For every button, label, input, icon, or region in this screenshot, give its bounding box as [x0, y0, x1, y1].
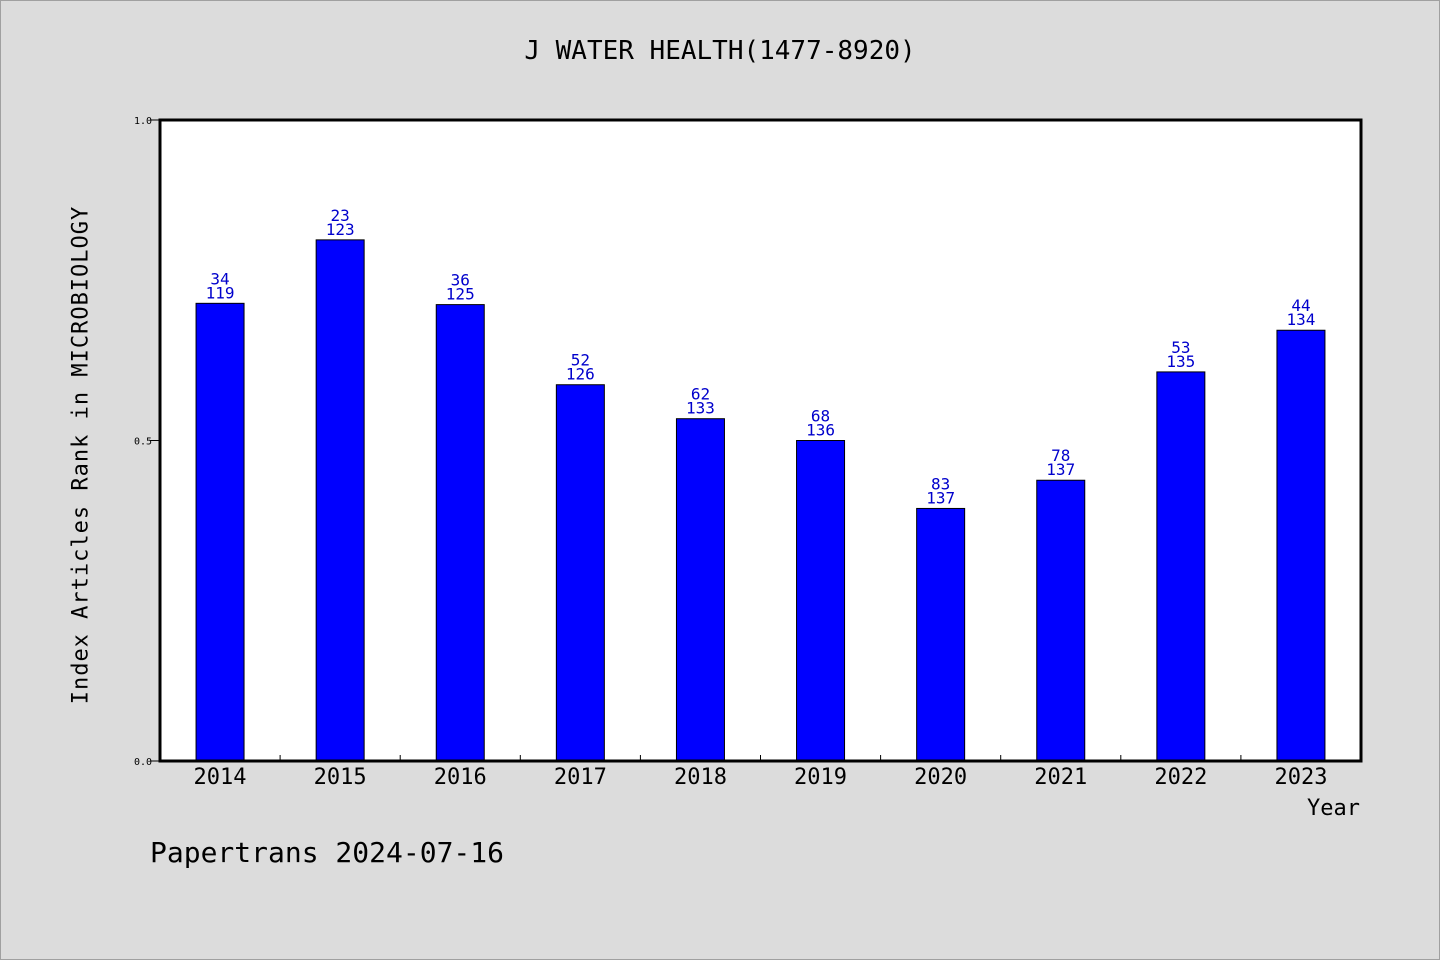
- bar-total-label: 126: [566, 365, 595, 384]
- bar-rank-label: 36: [451, 271, 470, 290]
- x-tick-label: 2020: [914, 765, 967, 790]
- ticks-layer: 2014 2015 2016 2017 2018 2019 2020 2021 2022 2023…: [134, 116, 1328, 790]
- x-tick-label: 2023: [1274, 765, 1327, 790]
- bar-total-label: 137: [1046, 460, 1075, 479]
- bar-2017: [555, 384, 605, 762]
- bar-total-label: 133: [686, 399, 715, 418]
- bar-rank-label: 62: [691, 385, 710, 404]
- bar-total-label: 119: [206, 283, 235, 302]
- y-tick-label: 1.0: [134, 116, 152, 127]
- x-tick-label: 2018: [674, 765, 727, 790]
- y-tick-label: 0.5: [134, 437, 152, 448]
- bar-2018: [675, 418, 725, 762]
- bar-total-label: 134: [1286, 310, 1315, 329]
- bar-rank-label: 68: [811, 407, 830, 426]
- chart-title: J WATER HEALTH(1477-8920): [524, 36, 916, 66]
- bar-total-label: 135: [1166, 352, 1195, 371]
- bar-2021: [1036, 479, 1086, 762]
- bar-total-label: 123: [326, 220, 355, 239]
- bar-2022: [1156, 371, 1206, 762]
- bar-total-label: 137: [926, 488, 955, 507]
- bar-2019: [796, 440, 846, 762]
- bar-total-label: 125: [446, 285, 475, 304]
- x-tick-label: 2016: [434, 765, 487, 790]
- bar-rank-label: 83: [931, 474, 950, 493]
- bar-2014: [195, 302, 245, 762]
- x-tick-label: 2022: [1154, 765, 1207, 790]
- x-tick-label: 2014: [194, 765, 247, 790]
- x-axis-label: Year: [1307, 796, 1360, 821]
- y-tick-label: 0.0: [134, 757, 152, 768]
- bar-total-label: 136: [806, 421, 835, 440]
- bar-rank-label: 52: [571, 351, 590, 370]
- plot-border: [158, 118, 1363, 763]
- x-tick-label: 2017: [554, 765, 607, 790]
- bar-rank-label: 23: [331, 206, 350, 225]
- bar-2016: [435, 304, 485, 762]
- x-tick-label: 2019: [794, 765, 847, 790]
- bar-rank-label: 78: [1051, 446, 1070, 465]
- bar-2023: [1276, 329, 1326, 762]
- bar-2020: [916, 507, 966, 762]
- x-tick-label: 2015: [314, 765, 367, 790]
- bars-layer: [195, 239, 1326, 762]
- footer-watermark: Papertrans 2024-07-16: [150, 836, 505, 869]
- x-tick-label: 2021: [1034, 765, 1087, 790]
- bar-2015: [315, 239, 365, 762]
- bar-rank-label: 34: [210, 269, 229, 288]
- bar-rank-label: 44: [1291, 296, 1310, 315]
- bar-rank-label: 53: [1171, 338, 1190, 357]
